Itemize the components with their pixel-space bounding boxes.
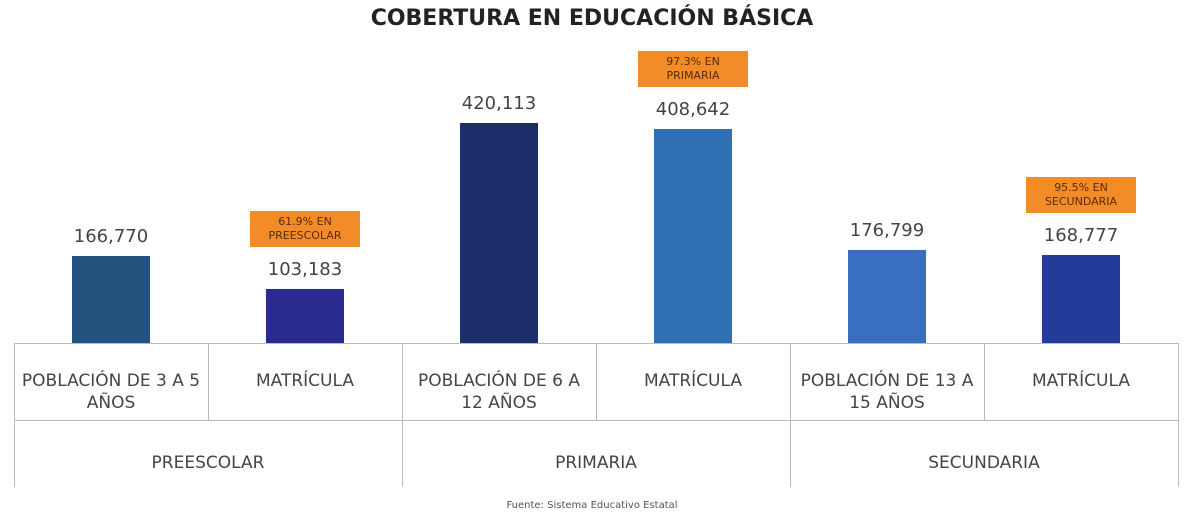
divider: [208, 343, 209, 420]
bar: [72, 255, 150, 343]
x-tick-label: POBLACIÓN DE 3 A 5 AÑOS: [21, 371, 201, 413]
annotation: 95.5% EN SECUNDARIA: [1026, 176, 1136, 213]
x-tick-label: MATRÍCULA: [1032, 371, 1130, 391]
divider: [402, 343, 403, 487]
divider: [596, 343, 597, 420]
value-label: 408,642: [655, 99, 731, 120]
chart-title: COBERTURA EN EDUCACIÓN BÁSICA: [370, 6, 814, 31]
bar: [460, 123, 538, 343]
value-label: 420,113: [461, 93, 537, 114]
divider: [984, 343, 985, 420]
group-label: PREESCOLAR: [151, 453, 265, 473]
divider: [14, 343, 15, 487]
value-label: 103,183: [267, 258, 343, 280]
group-label: PRIMARIA: [555, 453, 637, 473]
x-tick-label: POBLACIÓN DE 13 A 15 AÑOS: [800, 371, 974, 413]
bar: [1042, 254, 1120, 343]
bar: [266, 288, 344, 343]
value-label: 176,799: [849, 220, 925, 242]
source: Fuente: Sistema Educativo Estatal: [506, 500, 678, 511]
x-tick-label: POBLACIÓN DE 6 A 12 AÑOS: [418, 371, 580, 413]
x-tick-label: MATRÍCULA: [256, 371, 354, 391]
value-label: 166,770: [73, 225, 149, 247]
divider: [1178, 343, 1179, 487]
divider: [790, 343, 791, 487]
bar: [848, 250, 926, 343]
annotation: 61.9% EN PREESCOLAR: [250, 210, 360, 247]
group-label: SECUNDARIA: [928, 453, 1040, 473]
annotation: 97.3% EN PRIMARIA: [638, 51, 748, 87]
x-tick-label: MATRÍCULA: [644, 371, 742, 391]
bar: [654, 129, 732, 343]
value-label: 168,777: [1043, 224, 1119, 246]
separator: [14, 420, 1178, 421]
